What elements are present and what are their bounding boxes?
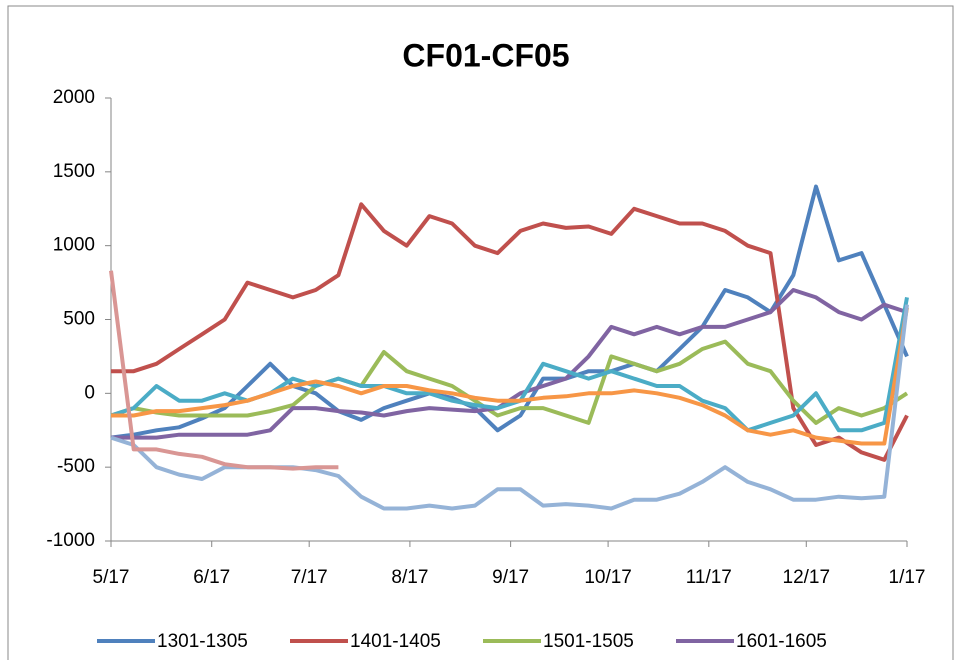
x-tick-label: 9/17	[492, 567, 529, 588]
y-tick-label: -500	[57, 456, 95, 477]
legend-label: 1301-1305	[157, 631, 248, 652]
legend-label: 1401-1405	[350, 631, 441, 652]
x-tick-label: 5/17	[93, 567, 130, 588]
y-tick-label: 500	[63, 309, 95, 330]
legend-label: 1601-1605	[736, 631, 827, 652]
x-tick-label: 11/17	[686, 567, 732, 588]
x-tick-label: 7/17	[291, 567, 328, 588]
y-tick-label: 1500	[53, 161, 95, 182]
series-line	[111, 202, 909, 462]
chart-title: CF01-CF05	[402, 37, 569, 73]
y-tick-label: 2000	[53, 87, 95, 108]
legend-label: 1501-1505	[543, 631, 634, 652]
x-tick-label: 6/17	[193, 567, 230, 588]
y-tick-label: 1000	[53, 235, 95, 256]
y-tick-label: -1000	[46, 530, 95, 551]
x-tick-label: 12/17	[783, 567, 831, 588]
y-tick-label: 0	[84, 382, 95, 403]
x-tick-label: 8/17	[391, 567, 428, 588]
chart-frame	[7, 5, 954, 660]
x-tick-label: 10/17	[584, 567, 632, 588]
series-line	[109, 270, 339, 471]
series-line	[111, 307, 909, 446]
series-line	[110, 339, 909, 425]
x-tick-label: 1/17	[889, 567, 926, 588]
